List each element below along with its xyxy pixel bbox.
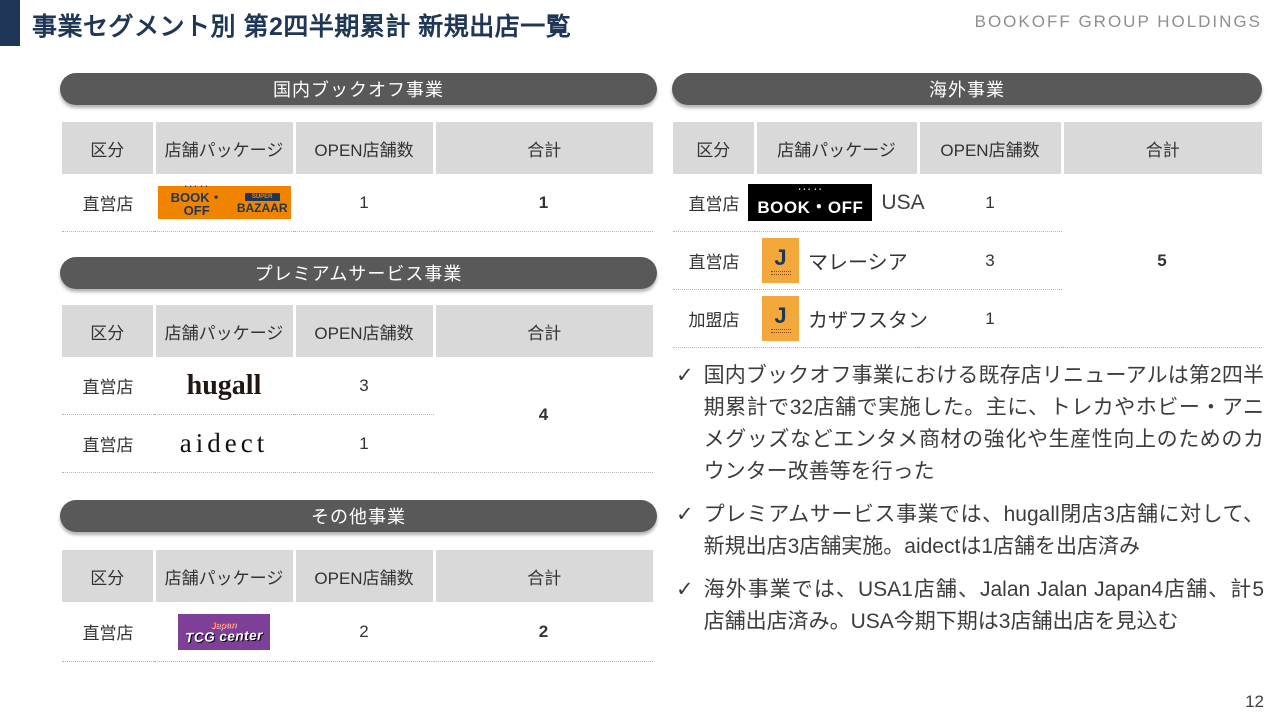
col-header-package: 店舗パッケージ <box>152 305 294 357</box>
bookoff-logo-text: BOOK・OFF <box>757 198 864 217</box>
brand-cell: J マレーシア <box>755 231 918 290</box>
table-overseas: 区分 店舗パッケージ OPEN店舗数 合計 直営店 BOOK・OFF USA 1… <box>673 122 1262 348</box>
col-header-total: 合計 <box>1060 122 1262 174</box>
open-count-cell: 1 <box>294 174 434 232</box>
col-header-open-count: OPEN店舗数 <box>292 305 434 357</box>
hugall-logo: hugall <box>186 369 262 401</box>
table-row: 直営店 hugall 3 4 <box>62 357 653 473</box>
tcg-center-label: TCG center <box>185 627 264 646</box>
section-header-overseas: 海外事業 <box>672 73 1262 105</box>
category-cell: 直営店 <box>62 174 154 232</box>
total-cell: 4 <box>434 357 653 473</box>
jalan-j-letter: J <box>774 302 787 328</box>
col-header-package: 店舗パッケージ <box>152 122 294 174</box>
company-logo-text: BOOKOFF GROUP HOLDINGS <box>974 12 1262 31</box>
category-cell: 直営店 <box>673 231 755 290</box>
total-cell: 1 <box>434 174 653 232</box>
page-number: 12 <box>1245 692 1264 711</box>
check-icon: ✓ <box>676 503 694 526</box>
table-row: 直営店 aidect 1 <box>62 414 653 473</box>
category-cell: 直営店 <box>62 414 154 473</box>
col-header-total: 合計 <box>432 305 653 357</box>
super-label: SUPER <box>244 193 280 201</box>
open-count-cell: 1 <box>918 174 1062 232</box>
brand-cell: BOOK・OFF USA <box>748 174 925 232</box>
table-row: 直営店 J マレーシア 3 <box>673 231 1262 290</box>
section-header-other: その他事業 <box>60 500 657 532</box>
category-cell: 直営店 <box>673 174 755 232</box>
brand-cell: hugall <box>154 357 294 415</box>
category-cell: 加盟店 <box>673 289 755 348</box>
col-header-category: 区分 <box>62 305 154 357</box>
total-cell: 2 <box>434 602 653 662</box>
brand-cell: J カザフスタン <box>755 289 928 348</box>
col-header-open-count: OPEN店舗数 <box>292 550 434 602</box>
aidect-logo: aidect <box>179 428 269 458</box>
note-item: ✓ 海外事業では、USA1店舗、Jalan Jalan Japan4店舗、計5店… <box>676 574 1264 638</box>
section-header-premium: プレミアムサービス事業 <box>60 257 657 289</box>
page-title: 事業セグメント別 第2四半期累計 新規出店一覧 <box>32 13 572 41</box>
region-label: マレーシア <box>808 252 908 274</box>
col-header-open-count: OPEN店舗数 <box>916 122 1062 174</box>
check-icon: ✓ <box>676 578 694 601</box>
table-domestic: 区分 店舗パッケージ OPEN店舗数 合計 直営店 BOOK・OFF SUPER… <box>62 122 653 232</box>
col-header-open-count: OPEN店舗数 <box>292 122 434 174</box>
title-accent-bar <box>0 0 20 46</box>
notes-list: ✓ 国内ブックオフ事業における既存店リニューアルは第2四半期累計で32店舗で実施… <box>676 360 1264 649</box>
note-text: 国内ブックオフ事業における既存店リニューアルは第2四半期累計で32店舗で実施した… <box>703 364 1264 483</box>
note-item: ✓ 国内ブックオフ事業における既存店リニューアルは第2四半期累計で32店舗で実施… <box>676 360 1264 488</box>
table-other: 区分 店舗パッケージ OPEN店舗数 合計 直営店 Japan TCG cent… <box>62 550 653 662</box>
note-item: ✓ プレミアムサービス事業では、hugall閉店3店舗に対して、新規出店3店舗実… <box>676 499 1264 563</box>
category-cell: 直営店 <box>62 602 154 662</box>
open-count-cell: 1 <box>918 289 1062 348</box>
region-label: USA <box>881 190 925 214</box>
note-text: 海外事業では、USA1店舗、Jalan Jalan Japan4店舗、計5店舗出… <box>703 578 1264 633</box>
section-header-domestic: 国内ブックオフ事業 <box>60 73 657 105</box>
check-icon: ✓ <box>676 364 694 387</box>
brand-cell: BOOK・OFF SUPER BAZAAR <box>154 174 294 232</box>
bookoff-super-bazaar-logo: BOOK・OFF SUPER BAZAAR <box>157 185 291 219</box>
japan-tcg-center-logo: Japan TCG center <box>178 614 270 651</box>
region-label: カザフスタン <box>808 310 928 332</box>
jalan-j-letter: J <box>774 244 787 270</box>
table-row: 加盟店 J カザフスタン 1 <box>673 289 1262 348</box>
col-header-total: 合計 <box>432 550 653 602</box>
col-header-package: 店舗パッケージ <box>152 550 294 602</box>
open-count-cell: 3 <box>294 357 434 415</box>
open-count-cell: 3 <box>918 231 1062 290</box>
category-cell: 直営店 <box>62 357 154 415</box>
jalan-jalan-japan-logo: J <box>762 238 799 283</box>
table-row: 直営店 BOOK・OFF USA 1 5 <box>673 174 1262 348</box>
col-header-total: 合計 <box>432 122 653 174</box>
col-header-category: 区分 <box>62 550 154 602</box>
brand-cell: Japan TCG center <box>154 602 294 662</box>
total-cell: 5 <box>1062 174 1262 348</box>
table-row: 直営店 Japan TCG center 2 2 <box>62 602 653 662</box>
col-header-category: 区分 <box>673 122 755 174</box>
col-header-category: 区分 <box>62 122 154 174</box>
bookoff-logo-text: BOOK・OFF <box>161 185 234 217</box>
open-count-cell: 2 <box>294 602 434 662</box>
jalan-jalan-japan-logo: J <box>762 296 799 341</box>
note-text: プレミアムサービス事業では、hugall閉店3店舗に対して、新規出店3店舗実施。… <box>703 503 1264 558</box>
open-count-cell: 1 <box>294 414 434 473</box>
table-row: 直営店 BOOK・OFF SUPER BAZAAR 1 1 <box>62 174 653 232</box>
bookoff-usa-logo: BOOK・OFF <box>748 184 873 221</box>
col-header-package: 店舗パッケージ <box>753 122 918 174</box>
brand-cell: aidect <box>154 414 294 473</box>
table-premium: 区分 店舗パッケージ OPEN店舗数 合計 直営店 hugall 3 4 直営店… <box>62 305 653 473</box>
bazaar-label: BAZAAR <box>236 201 288 215</box>
